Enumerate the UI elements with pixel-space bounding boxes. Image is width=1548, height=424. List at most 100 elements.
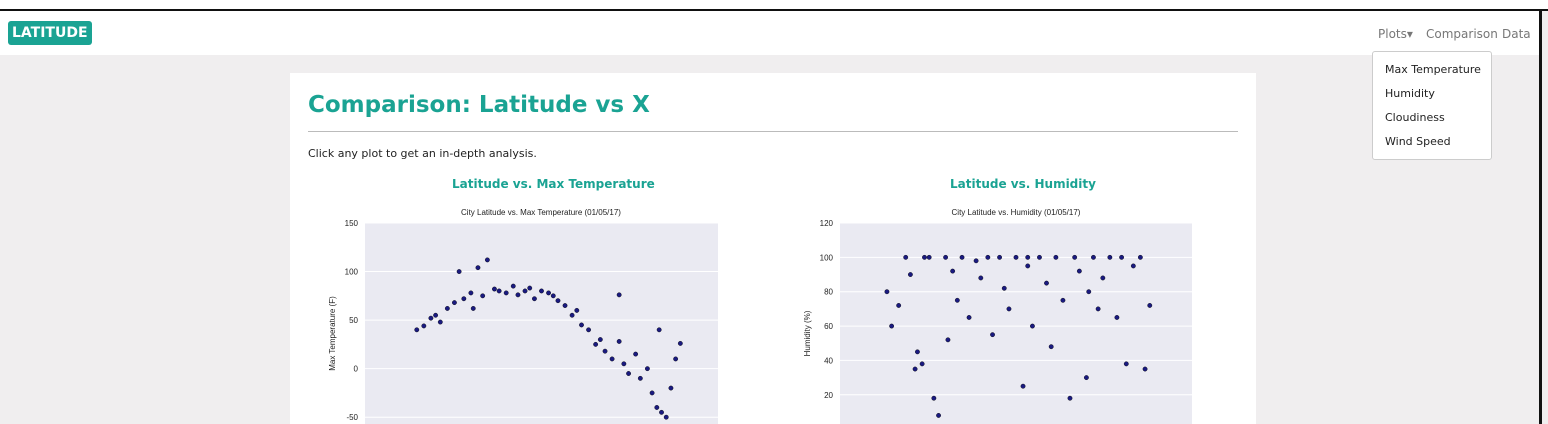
window-top <box>0 0 1548 11</box>
point <box>468 290 474 296</box>
dropdown-item[interactable]: Wind Speed <box>1385 135 1451 148</box>
brand[interactable]: LATITUDE <box>8 21 92 45</box>
point <box>428 315 434 321</box>
y-tick-label: 60 <box>824 322 833 331</box>
navbar <box>0 11 1539 55</box>
point <box>602 348 608 354</box>
point <box>433 312 438 318</box>
point <box>659 409 664 415</box>
point <box>668 385 674 391</box>
point <box>1048 344 1054 350</box>
point <box>1130 263 1136 269</box>
point <box>496 288 502 294</box>
point <box>936 413 941 418</box>
point <box>656 327 662 333</box>
point <box>673 356 679 362</box>
point <box>889 323 895 329</box>
point <box>1006 306 1012 312</box>
dropdown-item[interactable]: Cloudiness <box>1385 111 1445 124</box>
point <box>597 337 603 342</box>
point <box>616 339 622 344</box>
point <box>1030 323 1035 329</box>
point <box>973 258 979 264</box>
y-tick-label: 150 <box>345 219 359 228</box>
point <box>550 293 556 299</box>
point <box>1114 315 1120 320</box>
point <box>1025 254 1031 260</box>
point <box>954 297 960 303</box>
point <box>579 322 584 328</box>
plot-heading[interactable]: Latitude vs. Humidity <box>950 177 1096 191</box>
page-title: Comparison: Latitude vs X <box>308 92 650 118</box>
point <box>1053 254 1059 260</box>
point <box>527 285 533 291</box>
point <box>421 323 427 329</box>
point <box>926 254 932 260</box>
point <box>456 269 462 274</box>
point <box>1025 263 1031 269</box>
point <box>562 303 568 308</box>
y-tick-label: 100 <box>820 253 834 262</box>
point <box>546 290 551 296</box>
point <box>912 366 918 372</box>
point <box>945 337 951 343</box>
dropdown-item[interactable]: Max Temperature <box>1385 63 1481 76</box>
point <box>990 332 995 338</box>
plot-heading[interactable]: Latitude vs. Max Temperature <box>452 177 655 191</box>
point <box>539 288 544 294</box>
point <box>480 293 486 299</box>
y-tick-label: 100 <box>345 268 359 277</box>
chart-title: City Latitude vs. Humidity (01/05/17) <box>952 208 1081 217</box>
dropdown-item[interactable]: Humidity <box>1385 87 1435 100</box>
point <box>1086 289 1092 295</box>
point <box>470 306 476 311</box>
point <box>950 268 956 274</box>
point <box>1001 285 1007 291</box>
point <box>1107 254 1113 260</box>
point <box>908 272 913 277</box>
nav-plots[interactable]: Plots▾ <box>1378 27 1413 41</box>
divider <box>308 131 1238 132</box>
point <box>997 254 1002 260</box>
intro: Click any plot to get an in-depth analys… <box>308 147 537 160</box>
point <box>444 306 450 311</box>
y-axis-label: Humidity (%) <box>803 310 812 356</box>
point <box>437 319 443 325</box>
point <box>609 356 615 362</box>
point <box>959 254 965 260</box>
point <box>510 283 516 289</box>
point <box>555 298 561 304</box>
y-tick-label: 120 <box>820 219 834 228</box>
point <box>985 254 991 260</box>
point <box>633 351 639 357</box>
y-tick-label: 80 <box>824 288 833 297</box>
point <box>569 312 575 318</box>
point <box>915 349 920 355</box>
y-tick-label: 40 <box>824 356 833 365</box>
y-tick-label: -50 <box>346 413 358 422</box>
nav-link[interactable]: Data <box>1502 27 1531 41</box>
point <box>475 265 481 271</box>
y-tick-label: 0 <box>354 365 359 374</box>
point <box>654 405 660 410</box>
y-axis-label: Max Temperature (F) <box>328 296 337 371</box>
point <box>903 254 909 260</box>
nav-link[interactable]: Comparison <box>1426 27 1498 41</box>
point <box>966 315 972 320</box>
point <box>1119 254 1125 260</box>
window-edge <box>1539 9 1542 424</box>
point <box>919 361 925 367</box>
nav-link[interactable]: Plots <box>1378 27 1407 41</box>
point <box>931 395 937 401</box>
point <box>414 327 420 333</box>
point <box>503 290 509 296</box>
point <box>1100 275 1106 281</box>
point <box>586 327 591 333</box>
point <box>978 275 984 281</box>
point <box>943 254 948 260</box>
point <box>677 341 683 346</box>
point <box>637 375 643 381</box>
y-tick-label: 20 <box>824 391 833 400</box>
point <box>515 292 521 298</box>
